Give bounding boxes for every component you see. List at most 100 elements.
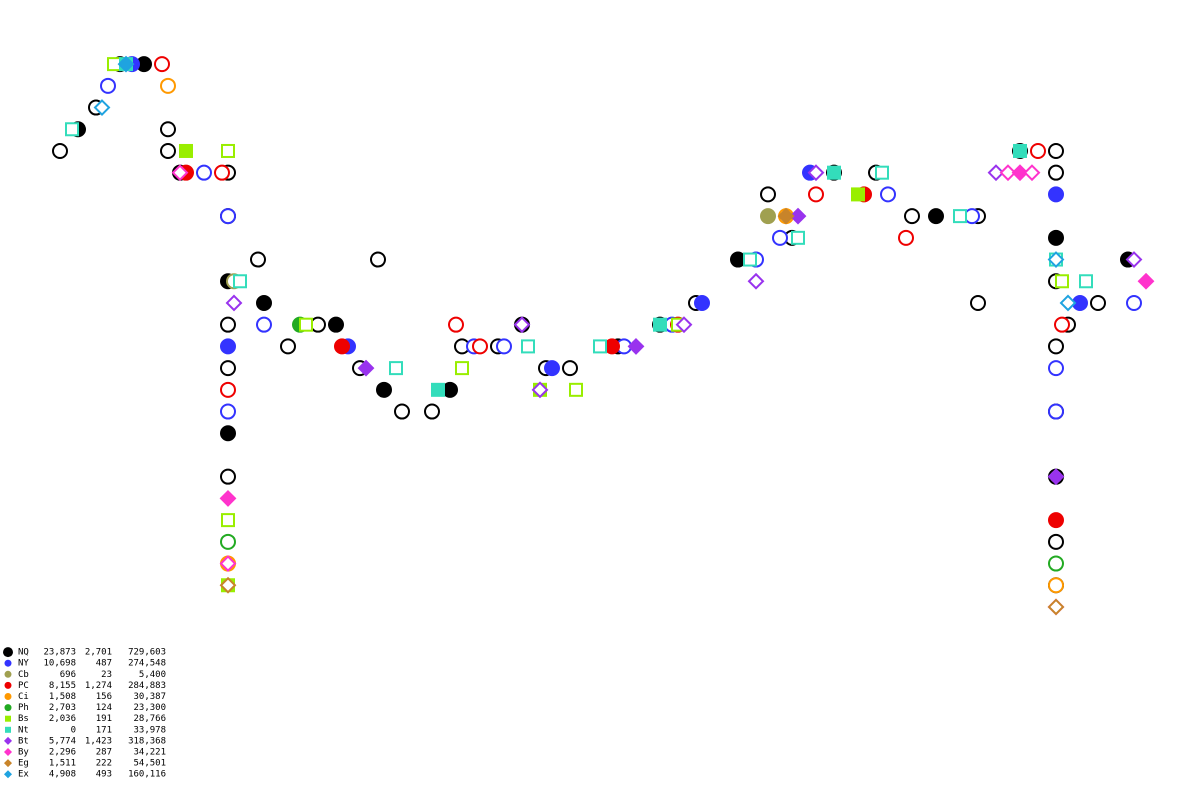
trade-marker [898, 229, 914, 246]
quote-marker [987, 164, 1005, 182]
quote-marker [791, 230, 805, 245]
trade-marker [1126, 294, 1142, 311]
quote-marker [1079, 274, 1093, 289]
quote-marker [1013, 143, 1027, 158]
legend-name: By [18, 748, 29, 758]
quote-marker [219, 555, 237, 572]
legend-trades: 156 [96, 692, 112, 702]
trade-marker [100, 77, 116, 94]
quote-marker [827, 165, 841, 180]
quote-marker [219, 489, 237, 507]
legend-marker [5, 715, 11, 722]
legend-name: Ex [18, 770, 29, 780]
quote-marker [357, 359, 375, 377]
legend-name: Bt [18, 736, 29, 746]
quote-marker [221, 143, 235, 158]
legend-trades: 124 [96, 703, 112, 713]
trade-marker [772, 229, 788, 246]
legend-shares: 5,400 [139, 670, 166, 680]
quote-marker [1125, 251, 1143, 268]
legend-shares: 28,766 [133, 714, 166, 724]
legend-marker [5, 726, 11, 733]
legend-quotes: 1,508 [49, 692, 76, 702]
legend-quotes: 2,036 [49, 714, 76, 724]
trade-marker [394, 403, 410, 420]
trade-marker [310, 316, 326, 333]
trade-marker [442, 381, 458, 398]
legend-trades: 493 [96, 770, 112, 780]
quote-marker [513, 316, 531, 334]
trade-marker [160, 77, 176, 94]
trade-marker [1048, 229, 1064, 246]
quote-marker [875, 165, 889, 180]
quote-marker [521, 339, 535, 354]
trade-marker [496, 338, 512, 355]
trade-marker [760, 186, 776, 203]
quote-marker [233, 274, 247, 289]
quote-marker [221, 513, 235, 528]
quote-marker [999, 164, 1017, 182]
quote-marker [789, 207, 807, 225]
trade-marker [760, 208, 776, 225]
trade-marker [334, 338, 350, 355]
quote-marker [1047, 251, 1065, 268]
legend-name: NY [18, 659, 29, 669]
quote-marker [777, 207, 795, 225]
quote-marker [117, 55, 135, 73]
quote-marker [747, 272, 765, 290]
quote-marker [65, 122, 79, 137]
legend-trades: 191 [96, 714, 112, 724]
quote-marker [1047, 598, 1065, 616]
trade-marker [220, 403, 236, 420]
trade-marker [604, 338, 620, 355]
trade-marker [220, 381, 236, 398]
trade-marker [1030, 142, 1046, 159]
legend-name: Nt [18, 725, 29, 735]
legend-trades: 1,274 [85, 681, 112, 691]
quote-marker [653, 317, 667, 332]
trade-marker [160, 121, 176, 138]
trade-marker [1048, 142, 1064, 159]
legend-trades: 487 [96, 659, 112, 669]
trade-marker [52, 142, 68, 159]
legend-name: Eg [18, 759, 29, 769]
trade-marker [970, 294, 986, 311]
legend-shares: 284,883 [128, 681, 166, 691]
trade-marker [904, 208, 920, 225]
legend-shares: 729,603 [128, 648, 166, 658]
legend-marker [4, 670, 12, 678]
trade-marker [1048, 533, 1064, 550]
legend-quotes: 23,873 [43, 648, 76, 658]
trade-marker [154, 56, 170, 73]
quote-marker [675, 316, 693, 334]
quote-marker [1055, 274, 1069, 289]
trade-marker [220, 468, 236, 485]
legend-quotes: 0 [71, 725, 76, 735]
trade-marker [256, 316, 272, 333]
legend-trades: 222 [96, 759, 112, 769]
trade-marker [448, 316, 464, 333]
trade-marker [370, 251, 386, 268]
trade-marker [1048, 403, 1064, 420]
trade-marker [220, 316, 236, 333]
quote-marker [807, 164, 825, 182]
quote-marker [1011, 164, 1029, 182]
quote-marker [93, 99, 111, 116]
trade-marker [1048, 338, 1064, 355]
legend-name: Cb [18, 670, 29, 680]
trade-marker [220, 338, 236, 355]
trade-marker [808, 186, 824, 203]
legend-shares: 318,368 [128, 736, 166, 746]
legend-quotes: 2,296 [49, 748, 76, 758]
trade-marker [1048, 186, 1064, 203]
legend-marker [4, 736, 12, 745]
legend-marker [4, 704, 12, 712]
legend-trades: 1,423 [85, 736, 112, 746]
trade-marker [220, 425, 236, 442]
legend-name: NQ [18, 648, 29, 658]
quote-marker [953, 209, 967, 224]
quote-marker [1137, 272, 1155, 290]
legend-marker [4, 693, 12, 700]
trade-marker [880, 186, 896, 203]
